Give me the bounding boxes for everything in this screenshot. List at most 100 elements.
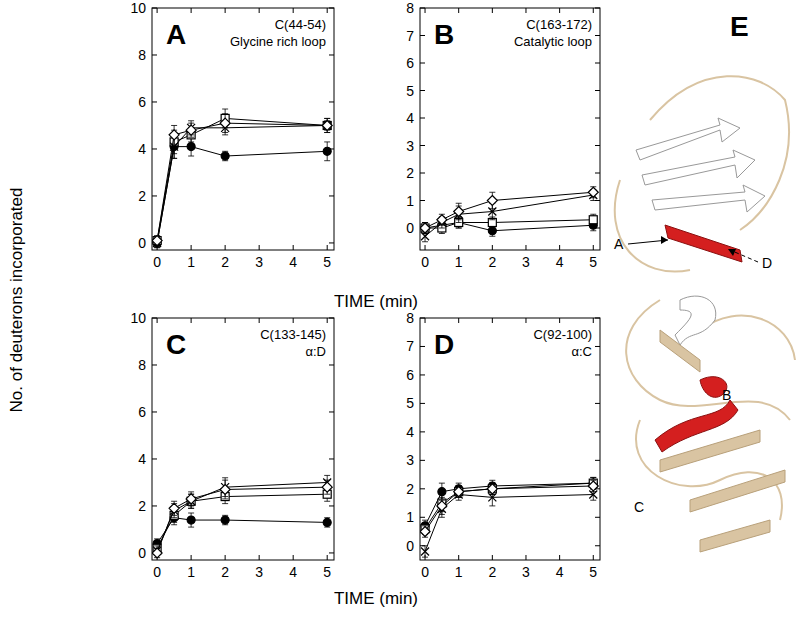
- series-line: [425, 483, 593, 526]
- x-tick-label: 1: [455, 254, 463, 270]
- y-tick: [595, 145, 600, 146]
- series-line: [157, 123, 327, 240]
- series-line: [425, 486, 593, 532]
- marker: [421, 547, 429, 555]
- series-line: [425, 220, 593, 228]
- marker: [169, 503, 179, 513]
- x-tick: [157, 8, 158, 13]
- y-tick-label: 10: [130, 0, 146, 16]
- y-tick: [152, 8, 157, 9]
- marker: [454, 487, 464, 497]
- y-tick: [420, 346, 425, 347]
- x-tick-label: 4: [556, 564, 564, 580]
- marker: [187, 516, 195, 524]
- y-tick: [420, 118, 425, 119]
- y-tick-label: 6: [138, 404, 146, 420]
- x-axis-label: TIME (min): [334, 292, 418, 311]
- plot-area: [152, 109, 332, 248]
- y-tick-label: 2: [138, 188, 146, 204]
- x-tick: [225, 555, 226, 560]
- marker: [186, 125, 196, 135]
- x-tick: [157, 318, 158, 323]
- highlight: [665, 225, 742, 262]
- y-tick-label: 2: [406, 481, 414, 497]
- series-line: [425, 192, 593, 228]
- y-tick: [595, 517, 600, 518]
- x-tick-label: 3: [255, 254, 263, 270]
- loop: [650, 76, 789, 230]
- sheet: [636, 118, 740, 160]
- panel-subtitle: C(92-100): [533, 327, 592, 342]
- x-tick: [492, 555, 493, 560]
- plot-frame: [152, 8, 334, 250]
- series-line: [157, 125, 327, 242]
- x-tick: [458, 8, 459, 13]
- x-tick: [492, 245, 493, 250]
- x-tick-label: 4: [556, 254, 564, 270]
- y-tick: [329, 8, 334, 9]
- y-tick: [420, 173, 425, 174]
- series-line: [157, 147, 327, 243]
- marker: [220, 118, 230, 128]
- marker: [323, 121, 331, 129]
- panel-subtitle: C(44-54): [275, 17, 326, 32]
- y-tick-label: 7: [406, 338, 414, 354]
- y-tick: [595, 35, 600, 36]
- x-tick: [593, 245, 594, 250]
- y-tick: [420, 145, 425, 146]
- x-tick-label: 2: [488, 564, 496, 580]
- loop: [700, 316, 795, 360]
- x-tick: [458, 245, 459, 250]
- plot-frame: [420, 318, 600, 560]
- y-tick: [152, 505, 157, 506]
- marker: [169, 130, 179, 140]
- marker: [221, 152, 229, 160]
- panel-letter: B: [434, 19, 454, 50]
- y-tick-label: 6: [406, 55, 414, 71]
- y-tick: [420, 517, 425, 518]
- marker: [186, 494, 196, 504]
- sheet: [642, 150, 755, 185]
- x-tick: [559, 318, 560, 323]
- figure: 0246810012345AC(44-54)Glycine rich loop0…: [0, 0, 800, 618]
- y-tick-label: 3: [406, 452, 414, 468]
- x-tick: [225, 245, 226, 250]
- x-tick: [525, 555, 526, 560]
- y-tick-label: 0: [138, 235, 146, 251]
- y-tick: [595, 63, 600, 64]
- plot-area: [420, 187, 598, 242]
- x-tick: [293, 318, 294, 323]
- error-bar: [324, 518, 330, 527]
- x-tick-label: 3: [255, 564, 263, 580]
- x-tick: [593, 555, 594, 560]
- panel-subtitle: C(133-145): [260, 327, 326, 342]
- marker: [589, 216, 597, 224]
- helix: [660, 330, 700, 372]
- y-tick: [420, 90, 425, 91]
- structure-panel: EABCD: [614, 11, 795, 552]
- x-tick: [492, 318, 493, 323]
- x-tick-label: 4: [289, 564, 297, 580]
- y-tick-label: 0: [138, 545, 146, 561]
- y-tick-label: 3: [406, 138, 414, 154]
- error-bar: [222, 515, 228, 524]
- marker: [322, 120, 332, 130]
- marker: [420, 223, 430, 233]
- x-tick-label: 2: [221, 254, 229, 270]
- y-tick: [595, 460, 600, 461]
- x-tick: [327, 318, 328, 323]
- y-tick: [152, 318, 157, 319]
- annotation: Glycine rich loop: [230, 34, 326, 49]
- x-tick: [559, 8, 560, 13]
- x-tick: [225, 318, 226, 323]
- structure-label: D: [762, 255, 772, 271]
- y-tick: [420, 63, 425, 64]
- y-tick: [329, 364, 334, 365]
- y-tick: [420, 374, 425, 375]
- x-tick-label: 0: [421, 564, 429, 580]
- y-tick: [329, 195, 334, 196]
- y-tick: [595, 431, 600, 432]
- panel-subtitle: C(163-172): [526, 17, 592, 32]
- series-line: [425, 223, 593, 231]
- x-tick: [492, 8, 493, 13]
